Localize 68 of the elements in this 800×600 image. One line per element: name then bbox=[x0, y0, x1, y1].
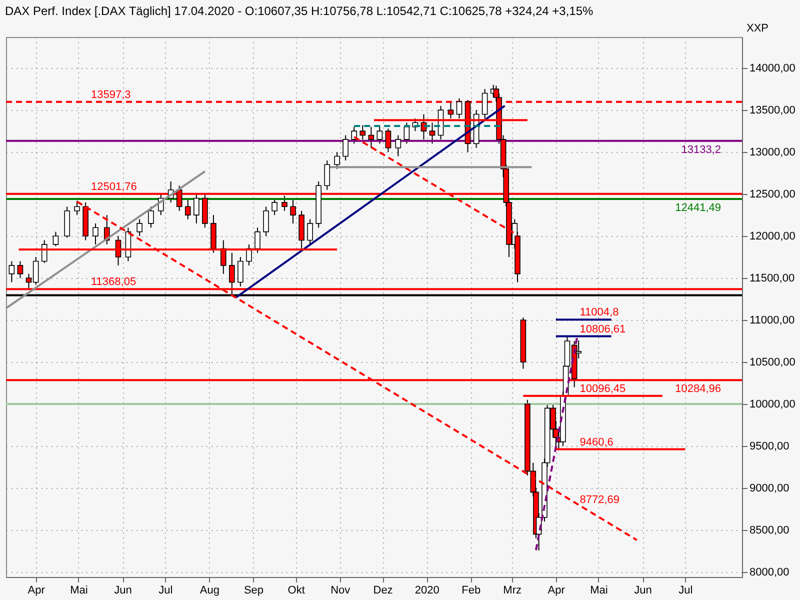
y-tick-label: 8000,00 bbox=[750, 566, 790, 578]
candlestick bbox=[385, 128, 392, 153]
ref-line-label: 12441,49 bbox=[675, 202, 721, 214]
y-tick-label: 11000,00 bbox=[750, 314, 795, 327]
candlestick bbox=[376, 126, 383, 144]
x-tick-label: Jul bbox=[158, 584, 173, 596]
candlestick bbox=[148, 206, 154, 228]
y-tick-label: 12500,00 bbox=[750, 188, 796, 201]
candlestick bbox=[254, 227, 260, 254]
x-tick-label: Jul bbox=[678, 584, 693, 596]
annotation: 9460,6 bbox=[580, 436, 614, 448]
y-tick-label: 13500,00 bbox=[750, 104, 796, 117]
annotation: 10096,45 bbox=[580, 382, 626, 395]
candlestick bbox=[8, 260, 15, 283]
chart-title: DAX Perf. Index [.DAX Täglich] 17.04.2020 - O:10607,35 H:10756,78 L:10542,71 C:10625,78 +324,24 +3,15% bbox=[5, 4, 594, 18]
candlestick bbox=[74, 200, 80, 216]
y-tick-label: 10000,00 bbox=[750, 398, 796, 410]
y-tick-label: 12000,00 bbox=[750, 230, 796, 243]
candlestick bbox=[395, 134, 402, 157]
x-tick-label: Jun bbox=[114, 584, 132, 596]
candlestick bbox=[351, 126, 358, 144]
candlestick bbox=[263, 206, 269, 237]
candlestick bbox=[334, 152, 340, 170]
candlestick bbox=[193, 194, 200, 224]
x-tick-label: Okt bbox=[288, 584, 305, 596]
candlestick bbox=[238, 256, 244, 287]
y-tick-label: 14000,00 bbox=[750, 62, 796, 75]
candlestick bbox=[456, 98, 462, 119]
x-tick-label: Sep bbox=[244, 584, 264, 596]
candlestick bbox=[307, 218, 313, 245]
x-tick-label: Dez bbox=[373, 584, 393, 596]
x-tick-label: Jun bbox=[634, 584, 652, 596]
x-tick-label: Feb bbox=[462, 584, 481, 596]
annotation: 10806,61 bbox=[580, 323, 626, 336]
x-tick-label: Apr bbox=[28, 584, 46, 596]
x-tick-label: Mai bbox=[590, 584, 608, 596]
y-axis-title: XXP bbox=[746, 22, 769, 34]
y-tick-label: 9000,00 bbox=[750, 482, 790, 494]
candlestick bbox=[17, 260, 24, 279]
candlestick bbox=[272, 198, 278, 216]
ref-line-label: 10284,96 bbox=[675, 383, 721, 396]
annotation: 8772,69 bbox=[580, 494, 620, 506]
ref-line-label: 12501,76 bbox=[91, 180, 137, 193]
candlestick bbox=[482, 88, 488, 119]
y-tick-label: 13000,00 bbox=[750, 146, 796, 159]
candlestick bbox=[324, 160, 330, 190]
candlestick bbox=[92, 222, 98, 245]
ref-line-label: 11368,05 bbox=[91, 276, 136, 288]
y-tick-label: 8500,00 bbox=[750, 524, 790, 536]
x-tick-label: Mrz bbox=[503, 584, 522, 596]
x-tick-label: Apr bbox=[548, 584, 566, 596]
candlestick bbox=[342, 134, 348, 161]
x-tick-label: 2020 bbox=[414, 584, 440, 596]
ref-line-label: 13597,3 bbox=[91, 88, 131, 101]
candlestick bbox=[52, 231, 59, 247]
candlestick bbox=[360, 124, 366, 140]
candlestick bbox=[184, 198, 191, 220]
y-tick-label: 11500,00 bbox=[750, 272, 795, 285]
y-tick-label: 9500,00 bbox=[750, 440, 790, 452]
x-tick-label: Mai bbox=[70, 584, 88, 596]
x-tick-label: Nov bbox=[330, 584, 351, 596]
x-tick-label: Aug bbox=[200, 584, 220, 596]
candlestick bbox=[136, 218, 142, 237]
ref-line-label: 13133,2 bbox=[681, 144, 721, 156]
candlestick bbox=[404, 122, 410, 144]
y-tick-label: 10500,00 bbox=[750, 356, 796, 369]
candlestick bbox=[290, 198, 296, 224]
annotation: 11004,8 bbox=[580, 306, 619, 319]
